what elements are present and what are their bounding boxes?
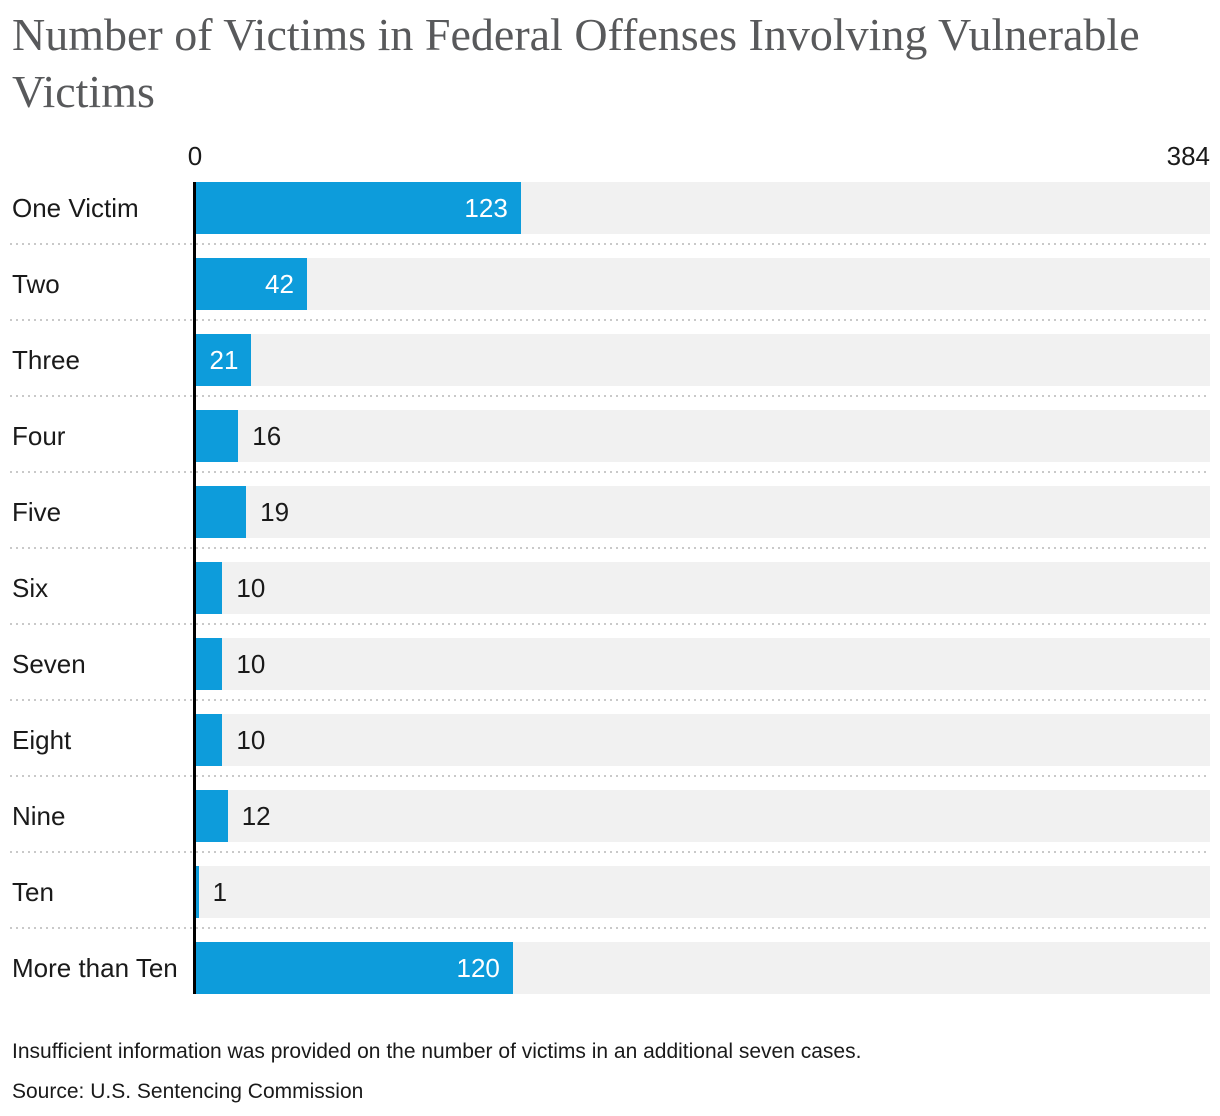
value-label: 10 <box>236 573 266 603</box>
row-separator <box>10 319 1210 321</box>
chart-row: More than Ten 120 <box>0 942 1220 994</box>
chart-row: Ten 1 <box>0 866 1220 942</box>
category-label: Five <box>12 496 62 527</box>
axis-labels: 0 384 <box>0 141 1210 171</box>
value-label: 120 <box>456 953 500 983</box>
bar <box>196 334 252 386</box>
chart-row: Seven 10 <box>0 638 1220 714</box>
bar-track: 42 <box>196 258 1210 310</box>
category-label: Four <box>12 420 66 451</box>
row-separator <box>10 623 1210 625</box>
row-separator <box>10 927 1210 929</box>
row-separator <box>10 851 1210 853</box>
bar-track: 120 <box>196 942 1210 994</box>
bar <box>196 790 228 842</box>
value-label: 16 <box>252 421 282 451</box>
bar <box>196 182 521 234</box>
bar <box>196 714 223 766</box>
value-label: 42 <box>264 269 294 299</box>
category-label: More than Ten <box>12 952 178 983</box>
chart-rows: One Victim 123 Two 42 Three 21 Four 16 F… <box>0 182 1220 994</box>
category-label: Ten <box>12 876 54 907</box>
value-label: 12 <box>241 801 271 831</box>
bar <box>196 866 199 918</box>
bar <box>196 410 239 462</box>
bar-track: 10 <box>196 562 1210 614</box>
axis-label-min: 0 <box>187 141 203 171</box>
chart-row: Two 42 <box>0 258 1220 334</box>
row-separator <box>10 699 1210 701</box>
chart-row: Eight 10 <box>0 714 1220 790</box>
value-label: 10 <box>236 649 266 679</box>
bar-track: 123 <box>196 182 1210 234</box>
row-separator <box>10 547 1210 549</box>
value-label: 19 <box>260 497 290 527</box>
bar-track: 19 <box>196 486 1210 538</box>
bar <box>196 258 307 310</box>
chart-row: Four 16 <box>0 410 1220 486</box>
chart-title: Number of Victims in Federal Offenses In… <box>12 9 1140 117</box>
chart-row: Five 19 <box>0 486 1220 562</box>
chart-source: Source: U.S. Sentencing Commission <box>12 1080 364 1103</box>
category-label: Two <box>12 268 60 299</box>
row-separator <box>10 395 1210 397</box>
bar <box>196 486 247 538</box>
chart-row: Six 10 <box>0 562 1220 638</box>
bar-chart: One Victim 123 Two 42 Three 21 Four 16 F… <box>0 182 1220 994</box>
chart-row: Three 21 <box>0 334 1220 410</box>
bar <box>196 638 223 690</box>
bar-track: 12 <box>196 790 1210 842</box>
row-separator <box>10 243 1210 245</box>
bar-track: 16 <box>196 410 1210 462</box>
value-label: 123 <box>464 193 508 223</box>
chart-row: Nine 12 <box>0 790 1220 866</box>
category-label: Seven <box>12 648 86 679</box>
category-label: Nine <box>12 800 66 831</box>
axis-line <box>193 182 196 994</box>
value-label: 1 <box>212 877 228 907</box>
bar <box>196 942 513 994</box>
category-label: Six <box>12 572 49 603</box>
row-separator <box>10 775 1210 777</box>
bar-track: 10 <box>196 714 1210 766</box>
category-label: One Victim <box>12 192 139 223</box>
axis-label-max: 384 <box>1166 141 1210 171</box>
value-label: 10 <box>236 725 266 755</box>
bar <box>196 562 223 614</box>
bar-track: 1 <box>196 866 1210 918</box>
category-label: Three <box>12 344 80 375</box>
value-label: 21 <box>209 345 239 375</box>
bar-track: 21 <box>196 334 1210 386</box>
row-separator <box>10 471 1210 473</box>
category-label: Eight <box>12 724 72 755</box>
chart-row: One Victim 123 <box>0 182 1220 258</box>
bar-track: 10 <box>196 638 1210 690</box>
chart-note: Insufficient information was provided on… <box>12 1040 862 1063</box>
